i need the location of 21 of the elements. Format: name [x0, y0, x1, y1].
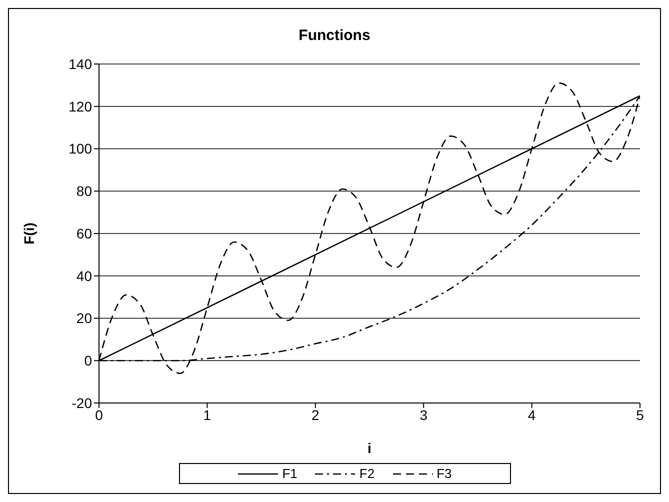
- y-tick-label: 0: [84, 352, 92, 369]
- y-tick-label: 140: [68, 56, 92, 72]
- y-tick-label: -20: [72, 394, 92, 411]
- y-tick-label: 60: [76, 225, 92, 242]
- y-tick-label: 40: [76, 268, 92, 284]
- x-tick-label: 2: [312, 406, 320, 423]
- x-tick-label: 1: [203, 406, 212, 423]
- legend-label: F3: [436, 466, 452, 481]
- x-tick-label: 0: [95, 406, 104, 423]
- legend-label: F1: [282, 466, 298, 481]
- chart-title: Functions: [298, 27, 372, 44]
- y-tick-label: 100: [68, 140, 92, 157]
- y-tick-label: 20: [76, 310, 92, 326]
- y-tick-label: 80: [76, 183, 92, 200]
- y-tick-label: 120: [68, 98, 92, 114]
- x-tick-label: 3: [420, 406, 428, 423]
- x-tick-label: 5: [636, 406, 644, 423]
- x-axis-title: i: [368, 440, 372, 456]
- y-axis-title: F(i): [20, 222, 37, 244]
- legend-label: F2: [359, 466, 375, 481]
- x-tick-label: 4: [528, 406, 536, 423]
